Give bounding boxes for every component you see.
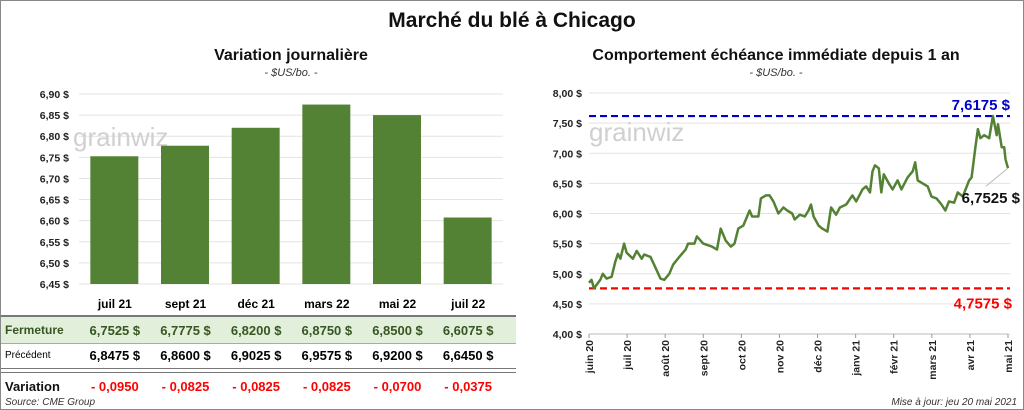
cell-variation: - 0,0700 xyxy=(373,378,422,394)
bar-chart-title: Variation journalière xyxy=(214,47,368,64)
x-tick-label: août 20 xyxy=(660,340,672,377)
y-tick-label: 6,90 $ xyxy=(40,89,69,101)
line-chart-unit: - $US/bo. - xyxy=(749,67,803,79)
x-tick-label: avr 21 xyxy=(965,340,977,371)
cell-precedent: 6,9200 $ xyxy=(372,347,423,363)
watermark-logo: grainwiz xyxy=(589,117,684,147)
column-header: sept 21 xyxy=(164,297,207,311)
price-line xyxy=(588,114,1010,290)
table-header-row: juil 21 sept 21 déc 21 mars 22 mai 22 juil 22 xyxy=(1,293,516,315)
y-tick-label: 5,50 $ xyxy=(553,239,582,251)
column-header: juil 22 xyxy=(451,297,486,311)
y-tick-label: 6,80 $ xyxy=(40,131,69,143)
cell-fermeture: 6,8500 $ xyxy=(372,322,423,338)
source-note: Source: CME Group xyxy=(5,397,96,408)
row-label-precedent: Précédent xyxy=(5,349,51,361)
y-tick-label: 6,75 $ xyxy=(40,152,69,164)
cell-precedent: 6,8475 $ xyxy=(89,347,141,363)
cell-variation: - 0,0825 xyxy=(232,378,280,394)
table-row-fermeture: Fermeture 6,7525 $ 6,7775 $ 6,8200 $ 6,8750… xyxy=(1,315,516,344)
bar-mars-22 xyxy=(302,104,351,284)
bar-sept-21 xyxy=(161,145,209,284)
last-price-label: 6,7525 $ xyxy=(962,190,1021,207)
bar-juil-22 xyxy=(443,217,492,284)
x-tick-label: sept 20 xyxy=(698,340,710,376)
cell-precedent: 6,9025 $ xyxy=(230,347,282,363)
cell-variation: - 0,0375 xyxy=(444,378,492,394)
cell-fermeture: 6,8750 $ xyxy=(301,322,353,338)
x-tick-label: juil 20 xyxy=(622,340,634,371)
cell-fermeture: 6,7525 $ xyxy=(89,322,141,338)
line-chart-title: Comportement échéance immédiate depuis 1… xyxy=(592,47,960,64)
y-tick-label: 6,55 $ xyxy=(40,237,69,249)
y-tick-label: 5,00 $ xyxy=(553,269,582,281)
cell-fermeture: 6,8200 $ xyxy=(230,322,282,338)
page-title: Marché du blé à Chicago xyxy=(388,9,636,32)
table-row-variation: Variation - 0,0950 - 0,0825 - 0,0825 - 0,08… xyxy=(1,373,516,399)
y-tick-label: 6,50 $ xyxy=(553,178,582,190)
cell-fermeture: 6,7775 $ xyxy=(160,322,211,338)
x-tick-label: juin 20 xyxy=(584,340,596,374)
y-tick-label: 6,00 $ xyxy=(553,209,582,221)
cell-fermeture: 6,6075 $ xyxy=(442,322,494,338)
table-row-precedent: Précédent 6,8475 $ 6,8600 $ 6,9025 $ 6,9575… xyxy=(1,342,516,368)
y-tick-label: 6,45 $ xyxy=(40,279,69,291)
cell-precedent: 6,6450 $ xyxy=(442,347,494,363)
y-tick-label: 7,50 $ xyxy=(553,118,582,130)
y-tick-label: 6,70 $ xyxy=(40,173,69,185)
cell-variation: - 0,0950 xyxy=(90,378,139,394)
x-tick-label: janv 21 xyxy=(851,340,863,377)
max-label: 7,6175 $ xyxy=(952,97,1011,114)
bar-mai-22 xyxy=(373,115,421,284)
column-header: déc 21 xyxy=(237,297,275,311)
y-tick-label: 4,00 $ xyxy=(553,329,582,341)
x-tick-label: nov 20 xyxy=(774,340,786,373)
x-tick-label: déc 20 xyxy=(813,340,825,373)
x-tick-label: oct 20 xyxy=(736,340,748,371)
column-header: mars 22 xyxy=(304,297,350,311)
line-chart: 4,00 $ 4,50 $ 5,00 $ 5,50 $ 6,00 $ 6,50 $ 7,00… xyxy=(553,88,1021,380)
cell-variation: - 0,0825 xyxy=(302,378,351,394)
y-tick-label: 4,50 $ xyxy=(553,299,582,311)
bar-déc-21 xyxy=(231,127,280,285)
row-label-fermeture: Fermeture xyxy=(5,323,64,337)
y-tick-label: 6,85 $ xyxy=(40,110,69,122)
cell-precedent: 6,9575 $ xyxy=(301,347,353,363)
x-tick-label: mai 21 xyxy=(1003,340,1015,373)
y-tick-label: 6,50 $ xyxy=(40,258,69,270)
x-tick-label: févr 21 xyxy=(889,340,901,374)
bar-chart: 6,45 $ 6,50 $ 6,55 $ 6,60 $ 6,65 $ 6,70 $ 6,75… xyxy=(40,89,503,291)
cell-precedent: 6,8600 $ xyxy=(160,347,211,363)
update-note: Mise à jour: jeu 20 mai 2021 xyxy=(891,397,1017,408)
min-label: 4,7575 $ xyxy=(954,295,1013,312)
column-header: juil 21 xyxy=(97,297,132,311)
y-tick-label: 7,00 $ xyxy=(553,148,582,160)
bar-juil-21 xyxy=(90,156,139,284)
y-tick-label: 6,65 $ xyxy=(40,195,69,207)
row-label-variation: Variation xyxy=(5,378,60,394)
cell-variation: - 0,0825 xyxy=(161,378,210,394)
column-header: mai 22 xyxy=(378,297,417,311)
watermark-logo: grainwiz xyxy=(73,122,168,152)
bar-chart-unit: - $US/bo. - xyxy=(264,67,318,79)
x-tick-label: mars 21 xyxy=(927,340,939,380)
y-tick-label: 8,00 $ xyxy=(553,88,582,100)
last-label-leader xyxy=(985,167,1009,187)
y-tick-label: 6,60 $ xyxy=(40,216,69,228)
double-divider xyxy=(1,368,516,373)
